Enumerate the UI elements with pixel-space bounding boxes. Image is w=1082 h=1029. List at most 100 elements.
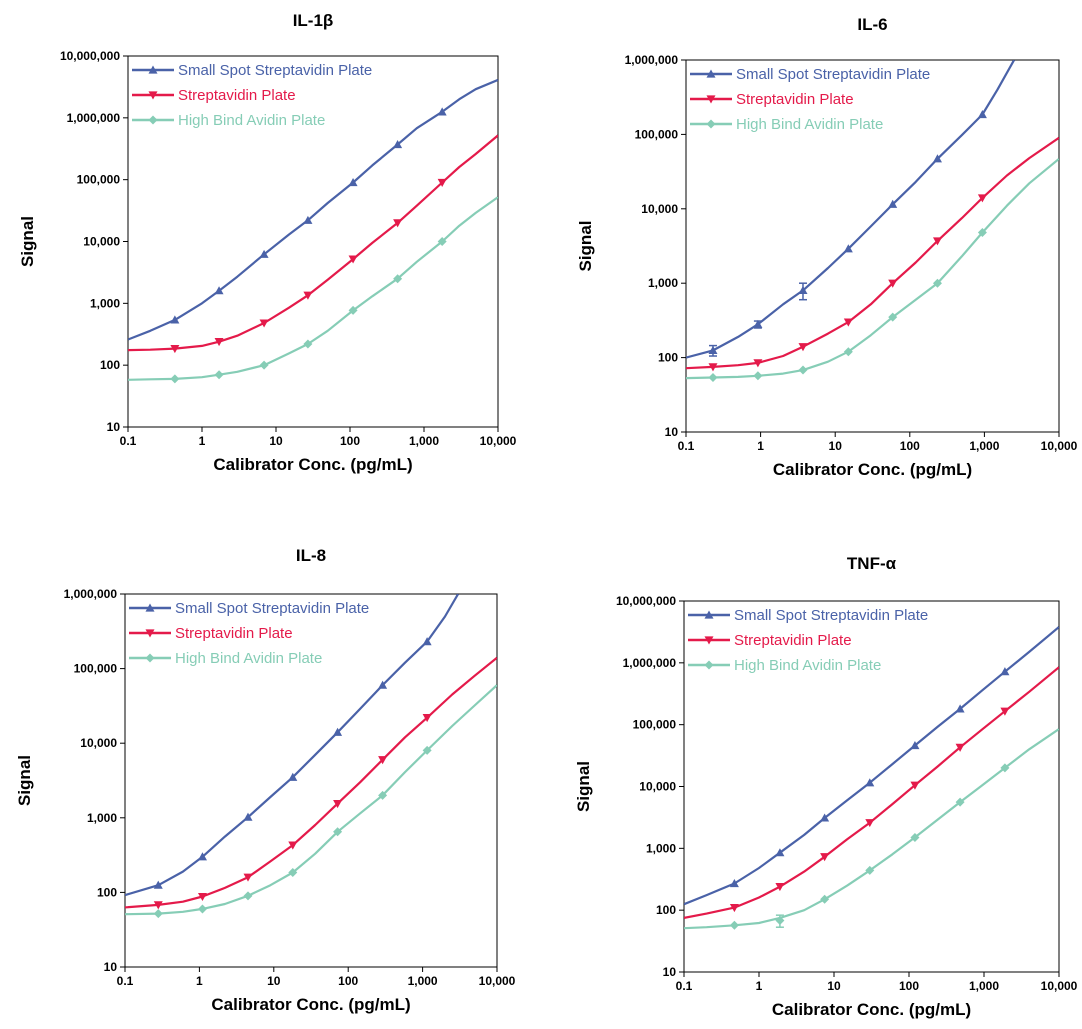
x-axis-label: Calibrator Conc. (pg/mL) — [211, 995, 410, 1014]
y-tick-label: 100,000 — [74, 662, 118, 676]
data-point-small_spot — [1000, 667, 1010, 676]
data-point-streptavidin — [393, 219, 403, 228]
data-point-streptavidin — [932, 237, 942, 246]
chart-il6: IL-6 0.1 1 10 100 1,000 10,000 10 100 1,000 10,000… — [541, 0, 1082, 515]
legend-marker — [706, 69, 716, 78]
legend-marker — [145, 603, 155, 612]
series-line-small_spot — [125, 594, 460, 897]
data-point-small_spot — [378, 680, 388, 689]
x-tick-label: 1 — [756, 979, 763, 993]
legend-marker — [704, 660, 714, 670]
y-axis-label: Signal — [18, 216, 37, 267]
x-tick-label: 1 — [196, 974, 203, 988]
chart-il1b-svg: IL-1β 0.1 1 10 100 1,000 10,000 10 100 1,000 10,00… — [18, 11, 517, 474]
data-point-small_spot — [820, 813, 830, 822]
data-point-high_bind — [333, 827, 343, 837]
y-tick-label: 1,000,000 — [623, 656, 677, 670]
x-tick-label: 10 — [269, 434, 283, 448]
data-point-streptavidin — [865, 819, 875, 828]
chart-il1b: IL-1β 0.1 1 10 100 1,000 10,000 10 100 1,000 10,00… — [0, 0, 541, 515]
legend-entry: Streptavidin Plate — [734, 632, 852, 649]
legend-entry: Small Spot Streptavidin Plate — [178, 62, 372, 79]
x-tick-label: 100 — [900, 439, 920, 453]
y-axis-label: Signal — [574, 761, 593, 812]
data-point-streptavidin — [708, 363, 718, 372]
legend-entry: Small Spot Streptavidin Plate — [175, 600, 369, 617]
data-point-small_spot — [955, 704, 965, 713]
data-point-streptavidin — [288, 841, 298, 850]
data-point-streptavidin — [888, 279, 898, 288]
data-point-high_bind — [775, 916, 785, 926]
data-point-small_spot — [170, 315, 180, 324]
data-point-high_bind — [288, 867, 298, 877]
y-tick-label: 10 — [663, 965, 677, 979]
data-point-high_bind — [437, 237, 447, 246]
y-tick-label: 100 — [100, 358, 120, 372]
y-tick-label: 10,000 — [80, 736, 117, 750]
x-tick-label: 10,000 — [1041, 979, 1078, 993]
y-tick-label: 100 — [97, 885, 117, 899]
x-tick-label: 1 — [199, 434, 206, 448]
legend-marker — [148, 65, 158, 74]
data-point-small_spot — [775, 848, 785, 857]
legend-marker — [704, 636, 714, 645]
chart-title: IL-6 — [857, 15, 887, 34]
data-point-small_spot — [843, 244, 853, 253]
legend-entry: Small Spot Streptavidin Plate — [736, 66, 930, 83]
data-point-streptavidin — [243, 873, 253, 882]
chart-title: TNF-α — [847, 554, 897, 573]
data-point-small_spot — [303, 215, 313, 224]
data-point-small_spot — [348, 177, 358, 187]
data-point-high_bind — [798, 365, 808, 375]
data-point-high_bind — [259, 360, 269, 370]
y-tick-label: 100 — [656, 903, 676, 917]
chart-tnfa: TNF-α 0.1 1 10 100 1,000 10,000 10 100 1,000 10,00… — [541, 515, 1082, 1029]
data-point-streptavidin — [729, 904, 739, 913]
data-point-streptavidin — [197, 892, 207, 902]
data-point-streptavidin — [153, 901, 163, 910]
data-point-small_spot — [729, 878, 739, 888]
data-point-streptavidin — [775, 883, 785, 892]
legend-entry: High Bind Avidin Plate — [175, 650, 322, 667]
data-point-small_spot — [288, 772, 298, 781]
legend-entry: Streptavidin Plate — [178, 87, 296, 104]
plot-area — [124, 593, 498, 968]
data-point-small_spot — [910, 741, 920, 750]
legend-marker — [145, 629, 155, 638]
x-tick-label: 1,000 — [969, 979, 999, 993]
data-point-small_spot — [333, 727, 343, 736]
data-point-streptavidin — [214, 338, 224, 347]
legend-marker — [145, 653, 155, 663]
data-point-streptavidin — [378, 756, 388, 765]
data-point-small_spot — [798, 285, 808, 295]
data-point-high_bind — [708, 373, 718, 383]
chart-title: IL-1β — [293, 11, 334, 30]
x-tick-label: 1 — [757, 439, 764, 453]
x-axis-label: Calibrator Conc. (pg/mL) — [772, 1000, 971, 1019]
data-point-streptavidin — [753, 359, 763, 368]
data-point-streptavidin — [955, 743, 965, 752]
data-point-high_bind — [843, 347, 853, 357]
series-line-high_bind — [684, 728, 1059, 930]
chart-il8-svg: IL-8 0.1 1 10 100 1,000 10,000 10 100 1,000 10,000… — [15, 546, 516, 1014]
legend-marker — [148, 115, 158, 125]
x-tick-label: 10 — [827, 979, 841, 993]
data-point-high_bind — [729, 920, 739, 930]
data-point-small_spot — [932, 154, 942, 163]
data-point-high_bind — [214, 370, 224, 380]
y-tick-label: 10,000 — [83, 235, 120, 249]
data-point-high_bind — [888, 312, 898, 322]
data-point-small_spot — [422, 637, 432, 646]
plot-area — [685, 59, 1060, 433]
series-line-high_bind — [125, 684, 497, 916]
data-point-high_bind — [910, 832, 920, 842]
series-line-small_spot — [686, 60, 1016, 359]
data-point-small_spot — [977, 110, 987, 119]
y-tick-label: 10,000 — [641, 202, 678, 216]
x-tick-label: 10,000 — [480, 434, 517, 448]
x-tick-label: 10,000 — [1041, 439, 1078, 453]
x-tick-label: 100 — [338, 974, 358, 988]
x-tick-label: 1,000 — [409, 434, 439, 448]
legend-entry: Small Spot Streptavidin Plate — [734, 607, 928, 624]
data-point-streptavidin — [843, 318, 853, 327]
